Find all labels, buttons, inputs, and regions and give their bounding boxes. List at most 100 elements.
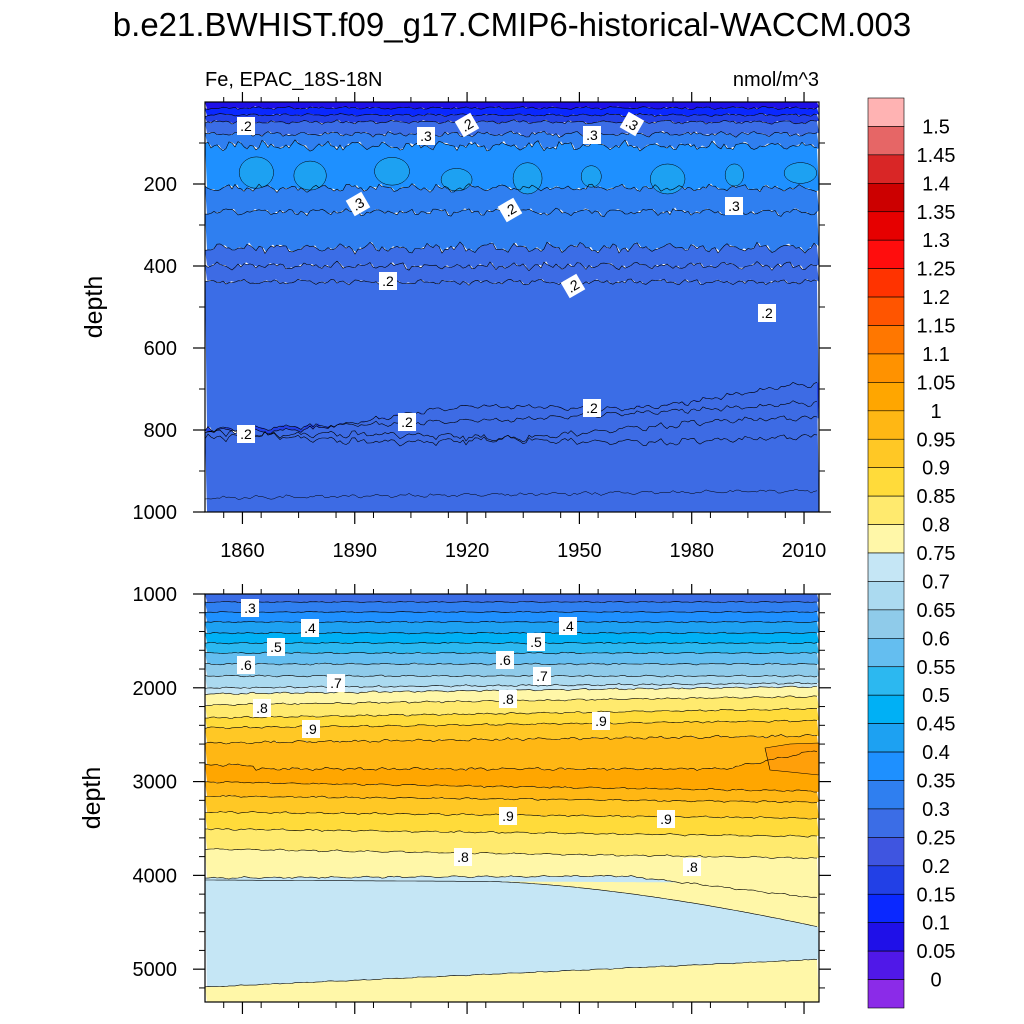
colorbar-swatch xyxy=(867,666,905,696)
contour-band xyxy=(205,734,819,771)
colorbar-label: 1.1 xyxy=(922,344,950,366)
contour-band xyxy=(205,594,819,603)
contour-label: .2 xyxy=(379,272,397,290)
y-tick-label: 1000 xyxy=(133,502,178,524)
contour-band xyxy=(205,959,819,1002)
colorbar-label: 0.8 xyxy=(922,515,950,537)
colorbar-swatch xyxy=(867,950,905,980)
contour-band xyxy=(205,261,819,286)
colorbar-swatch xyxy=(867,126,905,156)
colorbar-label: 0.9 xyxy=(922,458,950,480)
svg-text:.8: .8 xyxy=(502,691,514,707)
svg-text:.2: .2 xyxy=(761,305,773,321)
contour-label: .5 xyxy=(527,633,545,651)
colorbar-label: 0.95 xyxy=(917,429,956,451)
svg-text:.4: .4 xyxy=(304,620,316,636)
colorbar-swatch xyxy=(867,97,905,127)
contour-label: .7 xyxy=(327,674,345,692)
contour-line xyxy=(205,610,818,613)
contour-band xyxy=(205,632,819,644)
svg-text:.7: .7 xyxy=(330,675,342,691)
contour-label: .2 xyxy=(398,413,416,431)
contour-label: .4 xyxy=(301,619,319,637)
contour-cell xyxy=(440,168,473,192)
contour-label: .9 xyxy=(657,810,675,828)
svg-text:.3: .3 xyxy=(728,198,740,214)
colorbar-swatch xyxy=(867,268,905,298)
y-tick-label: 200 xyxy=(144,174,177,196)
svg-text:.9: .9 xyxy=(660,811,672,827)
contour-line xyxy=(205,112,818,118)
contour-label: .2 xyxy=(560,273,586,299)
contour-label: .9 xyxy=(499,807,517,825)
contour-line xyxy=(205,879,818,927)
svg-text:.8: .8 xyxy=(686,859,698,875)
colorbar-swatch xyxy=(867,979,905,1009)
upper-y-axis-label: depth xyxy=(80,276,108,339)
contour-line xyxy=(205,183,818,193)
contour-line xyxy=(205,139,818,152)
contour-line xyxy=(205,119,818,125)
contour-label: .2 xyxy=(454,112,480,138)
colorbar-label: 0.05 xyxy=(917,941,956,963)
svg-text:.4: .4 xyxy=(562,618,574,634)
colorbar-label: 1.25 xyxy=(917,259,956,281)
contour-label: .8 xyxy=(683,858,701,876)
contour-label: .8 xyxy=(499,690,517,708)
colorbar-swatch xyxy=(867,467,905,497)
contour-label: .2 xyxy=(237,425,255,443)
colorbar-swatch xyxy=(867,893,905,923)
colorbar-swatch xyxy=(867,382,905,412)
colorbar-label: 0.3 xyxy=(922,799,950,821)
contour-band xyxy=(205,130,819,152)
colorbar-swatch xyxy=(867,296,905,326)
contour-line xyxy=(205,382,818,435)
contour-label: .6 xyxy=(237,656,255,674)
svg-text:.6: .6 xyxy=(499,652,511,668)
contour-line xyxy=(205,848,818,860)
colorbar-label: 0.1 xyxy=(922,913,950,935)
svg-text:.2: .2 xyxy=(401,414,413,430)
colorbar-swatch xyxy=(867,694,905,724)
svg-text:.6: .6 xyxy=(240,657,252,673)
contour-label: .9 xyxy=(302,720,320,738)
svg-text:.9: .9 xyxy=(305,721,317,737)
colorbar-label: 0.7 xyxy=(922,571,950,593)
colorbar-label: 0.85 xyxy=(917,486,956,508)
contour-band xyxy=(205,102,819,110)
contour-line xyxy=(205,828,818,838)
contour-cell xyxy=(783,162,817,184)
lower-contour-labels: .3 .4 .5 .5 .4 .6 .6 .7 .7 .8 .8 .9 .9 .9 .9 .8 .8 xyxy=(237,599,701,876)
colorbar-swatch xyxy=(867,609,905,639)
upper-contour-fill xyxy=(205,102,819,512)
colorbar-label: 0.25 xyxy=(917,827,956,849)
contour-line xyxy=(205,641,818,645)
contour-band xyxy=(205,382,819,512)
svg-text:.7: .7 xyxy=(536,668,548,684)
contour-line xyxy=(205,488,818,500)
contour-label: .7 xyxy=(533,667,551,685)
svg-text:.3: .3 xyxy=(586,127,598,143)
contour-line xyxy=(205,241,818,255)
contour-cell xyxy=(724,163,744,187)
contour-label: .3 xyxy=(725,197,743,215)
colorbar-swatch xyxy=(867,638,905,668)
upper-contour-labels: .2 .3 .2 .3 .2 .3 .3 .3 .2 .2 .2 .2 .2 .2 xyxy=(237,111,776,443)
x-tick-label: 1860 xyxy=(220,540,265,562)
lower-contour-fill xyxy=(205,594,819,1002)
svg-text:.8: .8 xyxy=(256,700,268,716)
contour-line xyxy=(205,601,818,604)
colorbar-swatch xyxy=(867,581,905,611)
svg-text:.2: .2 xyxy=(382,273,394,289)
y-tick-label: 5000 xyxy=(133,959,178,981)
colorbar-swatch xyxy=(867,410,905,440)
colorbar-swatch xyxy=(867,837,905,867)
y-tick-label: 800 xyxy=(144,420,177,442)
colorbar-swatch xyxy=(867,211,905,241)
colorbar-swatch xyxy=(867,808,905,838)
contour-line xyxy=(205,278,818,286)
contour-line xyxy=(205,707,818,719)
x-tick-label: 1890 xyxy=(333,540,378,562)
colorbar-label: 0.65 xyxy=(917,600,956,622)
